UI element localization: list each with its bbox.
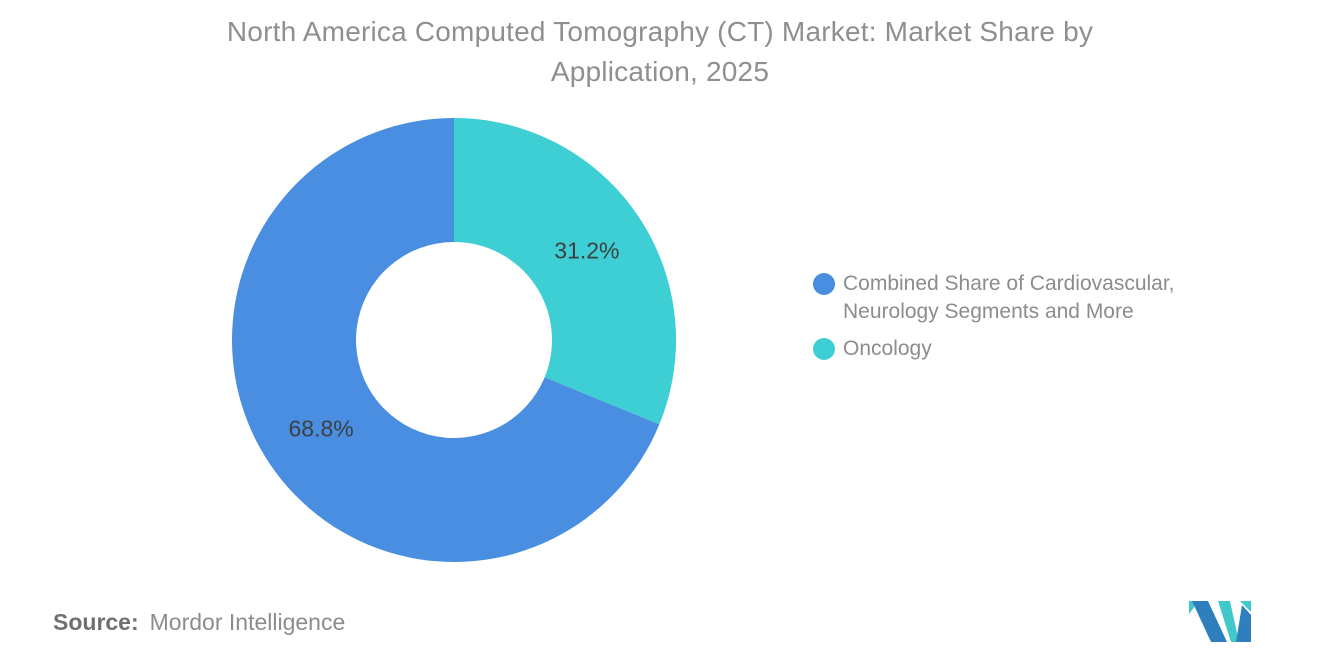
legend-item-oncology[interactable]: Oncology	[813, 335, 1203, 363]
logo-shape-blue-stroke-right	[1236, 605, 1251, 642]
legend-label-oncology: Oncology	[843, 337, 932, 360]
donut-slice-1[interactable]	[454, 118, 676, 425]
legend-item-combined-share[interactable]: Combined Share of Cardiovascular, Neurol…	[813, 270, 1203, 326]
logo-shape-teal-stroke-mid	[1218, 601, 1239, 642]
source-label: Source:	[53, 609, 139, 635]
slice-label-combined-share: 68.8%	[288, 415, 354, 442]
mordor-intelligence-logo	[1189, 601, 1251, 642]
chart-title: North America Computed Tomography (CT) M…	[0, 12, 1320, 92]
logo-shape-blue-stroke-left	[1192, 601, 1227, 642]
donut-chart	[232, 118, 676, 562]
chart-title-line-1: North America Computed Tomography (CT) M…	[226, 16, 1094, 47]
logo-shape-teal-cap-right	[1240, 601, 1251, 612]
chart-title-line-2: Application, 2025	[550, 56, 770, 87]
legend-marker-oncology	[813, 338, 835, 360]
slice-label-oncology: 31.2%	[554, 237, 620, 264]
donut-slice-0[interactable]	[232, 118, 660, 562]
source-value: Mordor Intelligence	[149, 609, 346, 635]
legend-label-combined-share: Combined Share of Cardiovascular, Neurol…	[843, 272, 1175, 323]
legend: Combined Share of Cardiovascular, Neurol…	[813, 270, 1203, 363]
source-line: Source: Mordor Intelligence	[53, 609, 345, 636]
legend-marker-combined-share	[813, 273, 835, 295]
